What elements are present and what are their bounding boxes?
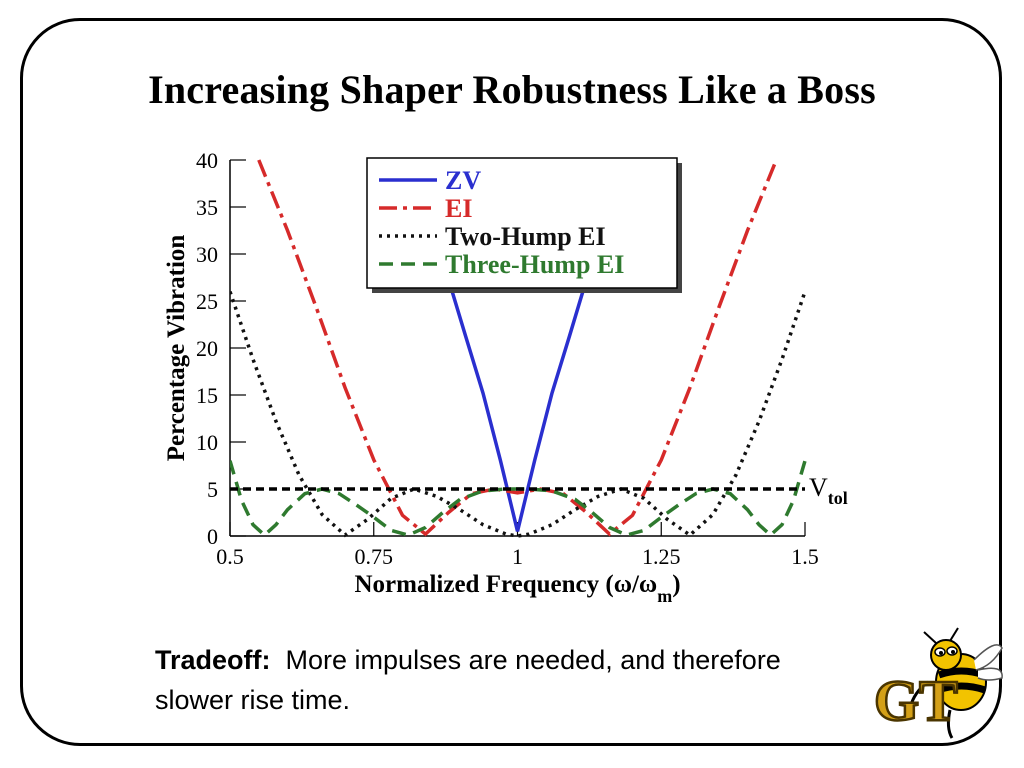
vtol-label: Vtol xyxy=(809,473,848,508)
caption: Tradeoff: More impulses are needed, and … xyxy=(155,640,835,720)
y-tick-label: 5 xyxy=(207,477,218,502)
x-tick-label: 0.75 xyxy=(355,544,394,569)
svg-text:GT: GT xyxy=(874,668,958,733)
gt-letters: GT xyxy=(873,667,959,735)
y-tick-label: 25 xyxy=(196,289,218,314)
slide-frame xyxy=(20,18,1002,746)
x-tick-label: 1 xyxy=(512,544,523,569)
y-axis-title: Percentage Vibration xyxy=(163,235,190,462)
x-axis-title: Normalized Frequency (ω/ωm) xyxy=(354,571,680,606)
legend-label: ZV xyxy=(445,166,481,195)
y-tick-label: 40 xyxy=(196,148,218,173)
legend-label: EI xyxy=(445,194,472,223)
y-tick-label: 20 xyxy=(196,336,218,361)
y-tick-label: 0 xyxy=(207,524,218,549)
caption-text: More impulses are needed, and therefore … xyxy=(155,645,781,715)
y-tick-label: 10 xyxy=(196,430,218,455)
x-tick-label: 0.5 xyxy=(216,544,244,569)
y-tick-label: 30 xyxy=(196,242,218,267)
series-line-ei xyxy=(257,159,778,537)
legend-label: Three-Hump EI xyxy=(445,250,624,279)
legend-label: Two-Hump EI xyxy=(445,222,606,251)
series-line-two-hump-ei xyxy=(230,291,807,538)
vibration-chart: 0 5 10 15 20 25 30 35 40 0.5 0.75 1 1.25 1.5 Percentag… xyxy=(163,148,848,606)
y-tick-label: 15 xyxy=(196,383,218,408)
x-tick-label: 1.25 xyxy=(642,544,681,569)
bee-body xyxy=(908,627,1003,739)
slide-title: Increasing Shaper Robustness Like a Boss xyxy=(148,67,876,112)
caption-lead: Tradeoff: xyxy=(155,645,271,675)
x-tick-label: 1.5 xyxy=(791,544,819,569)
yellow-jacket-logo-icon: GT xyxy=(873,627,1003,739)
y-tick-label: 35 xyxy=(196,195,218,220)
